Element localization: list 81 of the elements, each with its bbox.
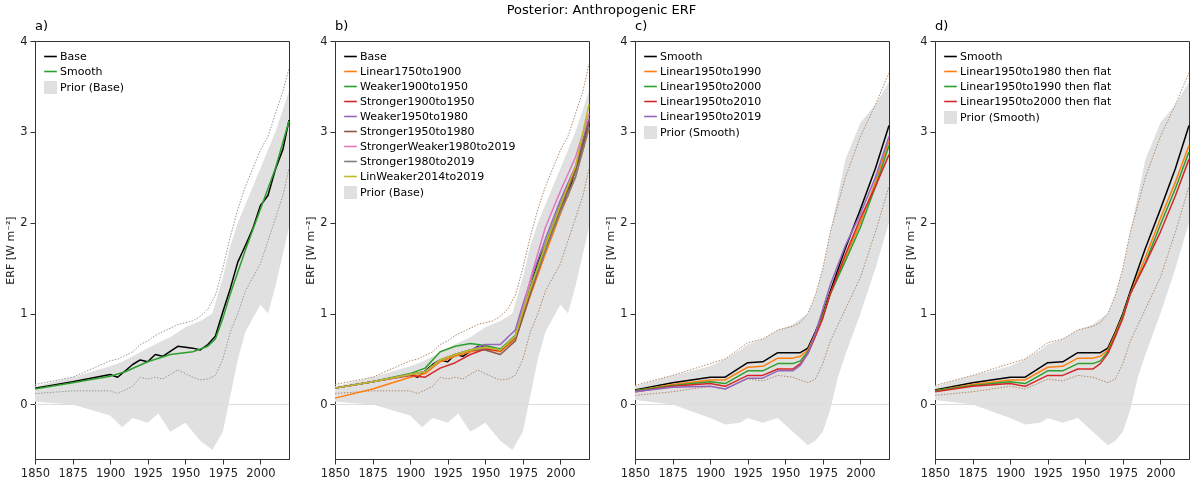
y-tick-label: 4 — [920, 33, 928, 48]
legend-label: Weaker1950to1980 — [360, 109, 469, 123]
legend-label: Prior (Base) — [360, 185, 425, 199]
legend-label: Linear1950to2010 — [660, 94, 762, 108]
x-tick-label: 1875 — [658, 465, 688, 480]
y-tick-label: 1 — [320, 306, 328, 321]
x-tick-label: 1900 — [96, 465, 126, 480]
legend-label: Prior (Smooth) — [660, 125, 740, 139]
y-axis-title: ERF [W m⁻²] — [304, 216, 318, 285]
x-tick-label: 1950 — [471, 465, 501, 480]
legend-label: Smooth — [960, 49, 1003, 63]
chart-title: d) — [935, 18, 949, 33]
x-tick-label: 1900 — [696, 465, 726, 480]
legend-label: Stronger1980to2019 — [360, 154, 475, 168]
y-tick-label: 2 — [320, 215, 328, 230]
legend-label: Base — [360, 49, 388, 63]
x-tick-label: 1950 — [171, 465, 201, 480]
x-tick-label: 1875 — [358, 465, 388, 480]
y-tick-label: 2 — [920, 215, 928, 230]
x-tick-label: 2000 — [1146, 465, 1176, 480]
y-axis-title: ERF [W m⁻²] — [604, 216, 618, 285]
legend-label: Prior (Smooth) — [960, 110, 1040, 124]
legend-label: Linear1950to1980 then flat — [960, 64, 1112, 78]
chart-title: c) — [635, 18, 648, 33]
x-tick-label: 1975 — [1108, 465, 1139, 480]
y-tick-label: 0 — [20, 396, 28, 411]
x-tick-label: 2000 — [846, 465, 876, 480]
x-tick-label: 1925 — [433, 465, 463, 480]
x-tick-label: 1900 — [396, 465, 426, 480]
x-tick-label: 1950 — [1071, 465, 1101, 480]
y-tick-label: 2 — [620, 215, 628, 230]
legend-label: Linear1750to1900 — [360, 64, 462, 78]
x-tick-label: 1925 — [133, 465, 163, 480]
y-tick-label: 0 — [920, 396, 928, 411]
y-tick-label: 0 — [620, 396, 628, 411]
legend-label: Stronger1900to1950 — [360, 94, 475, 108]
legend-label: LinWeaker2014to2019 — [360, 169, 485, 183]
y-tick-label: 1 — [20, 306, 28, 321]
legend-label: Smooth — [60, 64, 103, 78]
x-tick-label: 1950 — [771, 465, 801, 480]
legend-label: Smooth — [660, 49, 703, 63]
legend-label: Linear1950to1990 — [660, 64, 762, 78]
x-tick-label: 1850 — [20, 465, 51, 480]
legend-label: Stronger1950to1980 — [360, 124, 475, 138]
y-axis-title: ERF [W m⁻²] — [904, 216, 918, 285]
y-tick-label: 3 — [320, 124, 328, 139]
y-tick-label: 1 — [920, 306, 928, 321]
y-tick-label: 4 — [20, 33, 28, 48]
text: Posterior: Anthropogenic ERF — [506, 2, 697, 17]
legend-label: Linear1950to1990 then flat — [960, 79, 1112, 93]
x-tick-label: 1850 — [920, 465, 951, 480]
legend-label: Linear1950to2000 — [660, 79, 762, 93]
y-tick-label: 3 — [20, 124, 28, 139]
x-tick-label: 1975 — [808, 465, 839, 480]
y-tick-label: 3 — [620, 124, 628, 139]
legend-label: StrongerWeaker1980to2019 — [360, 139, 516, 153]
x-tick-label: 1925 — [733, 465, 763, 480]
x-tick-label: 1900 — [996, 465, 1026, 480]
x-tick-label: 1875 — [58, 465, 88, 480]
x-tick-label: 1875 — [958, 465, 988, 480]
x-tick-label: 2000 — [246, 465, 276, 480]
legend-label: Prior (Base) — [60, 80, 125, 94]
x-tick-label: 1925 — [1033, 465, 1063, 480]
legend-label: Linear1950to2000 then flat — [960, 94, 1112, 108]
chart-title: b) — [335, 18, 349, 33]
y-tick-label: 0 — [320, 396, 328, 411]
y-tick-label: 1 — [620, 306, 628, 321]
y-axis-title: ERF [W m⁻²] — [4, 216, 18, 285]
legend-label: Linear1950to2019 — [660, 109, 762, 123]
legend-label: Weaker1900to1950 — [360, 79, 469, 93]
x-tick-label: 1850 — [620, 465, 651, 480]
legend-label: Base — [60, 49, 88, 63]
y-tick-label: 3 — [920, 124, 928, 139]
y-tick-label: 4 — [620, 33, 628, 48]
x-tick-label: 1850 — [320, 465, 351, 480]
x-tick-label: 1975 — [508, 465, 539, 480]
x-tick-label: 2000 — [546, 465, 576, 480]
y-tick-label: 2 — [20, 215, 28, 230]
x-tick-label: 1975 — [208, 465, 239, 480]
chart-title: a) — [35, 18, 49, 33]
y-tick-label: 4 — [320, 33, 328, 48]
